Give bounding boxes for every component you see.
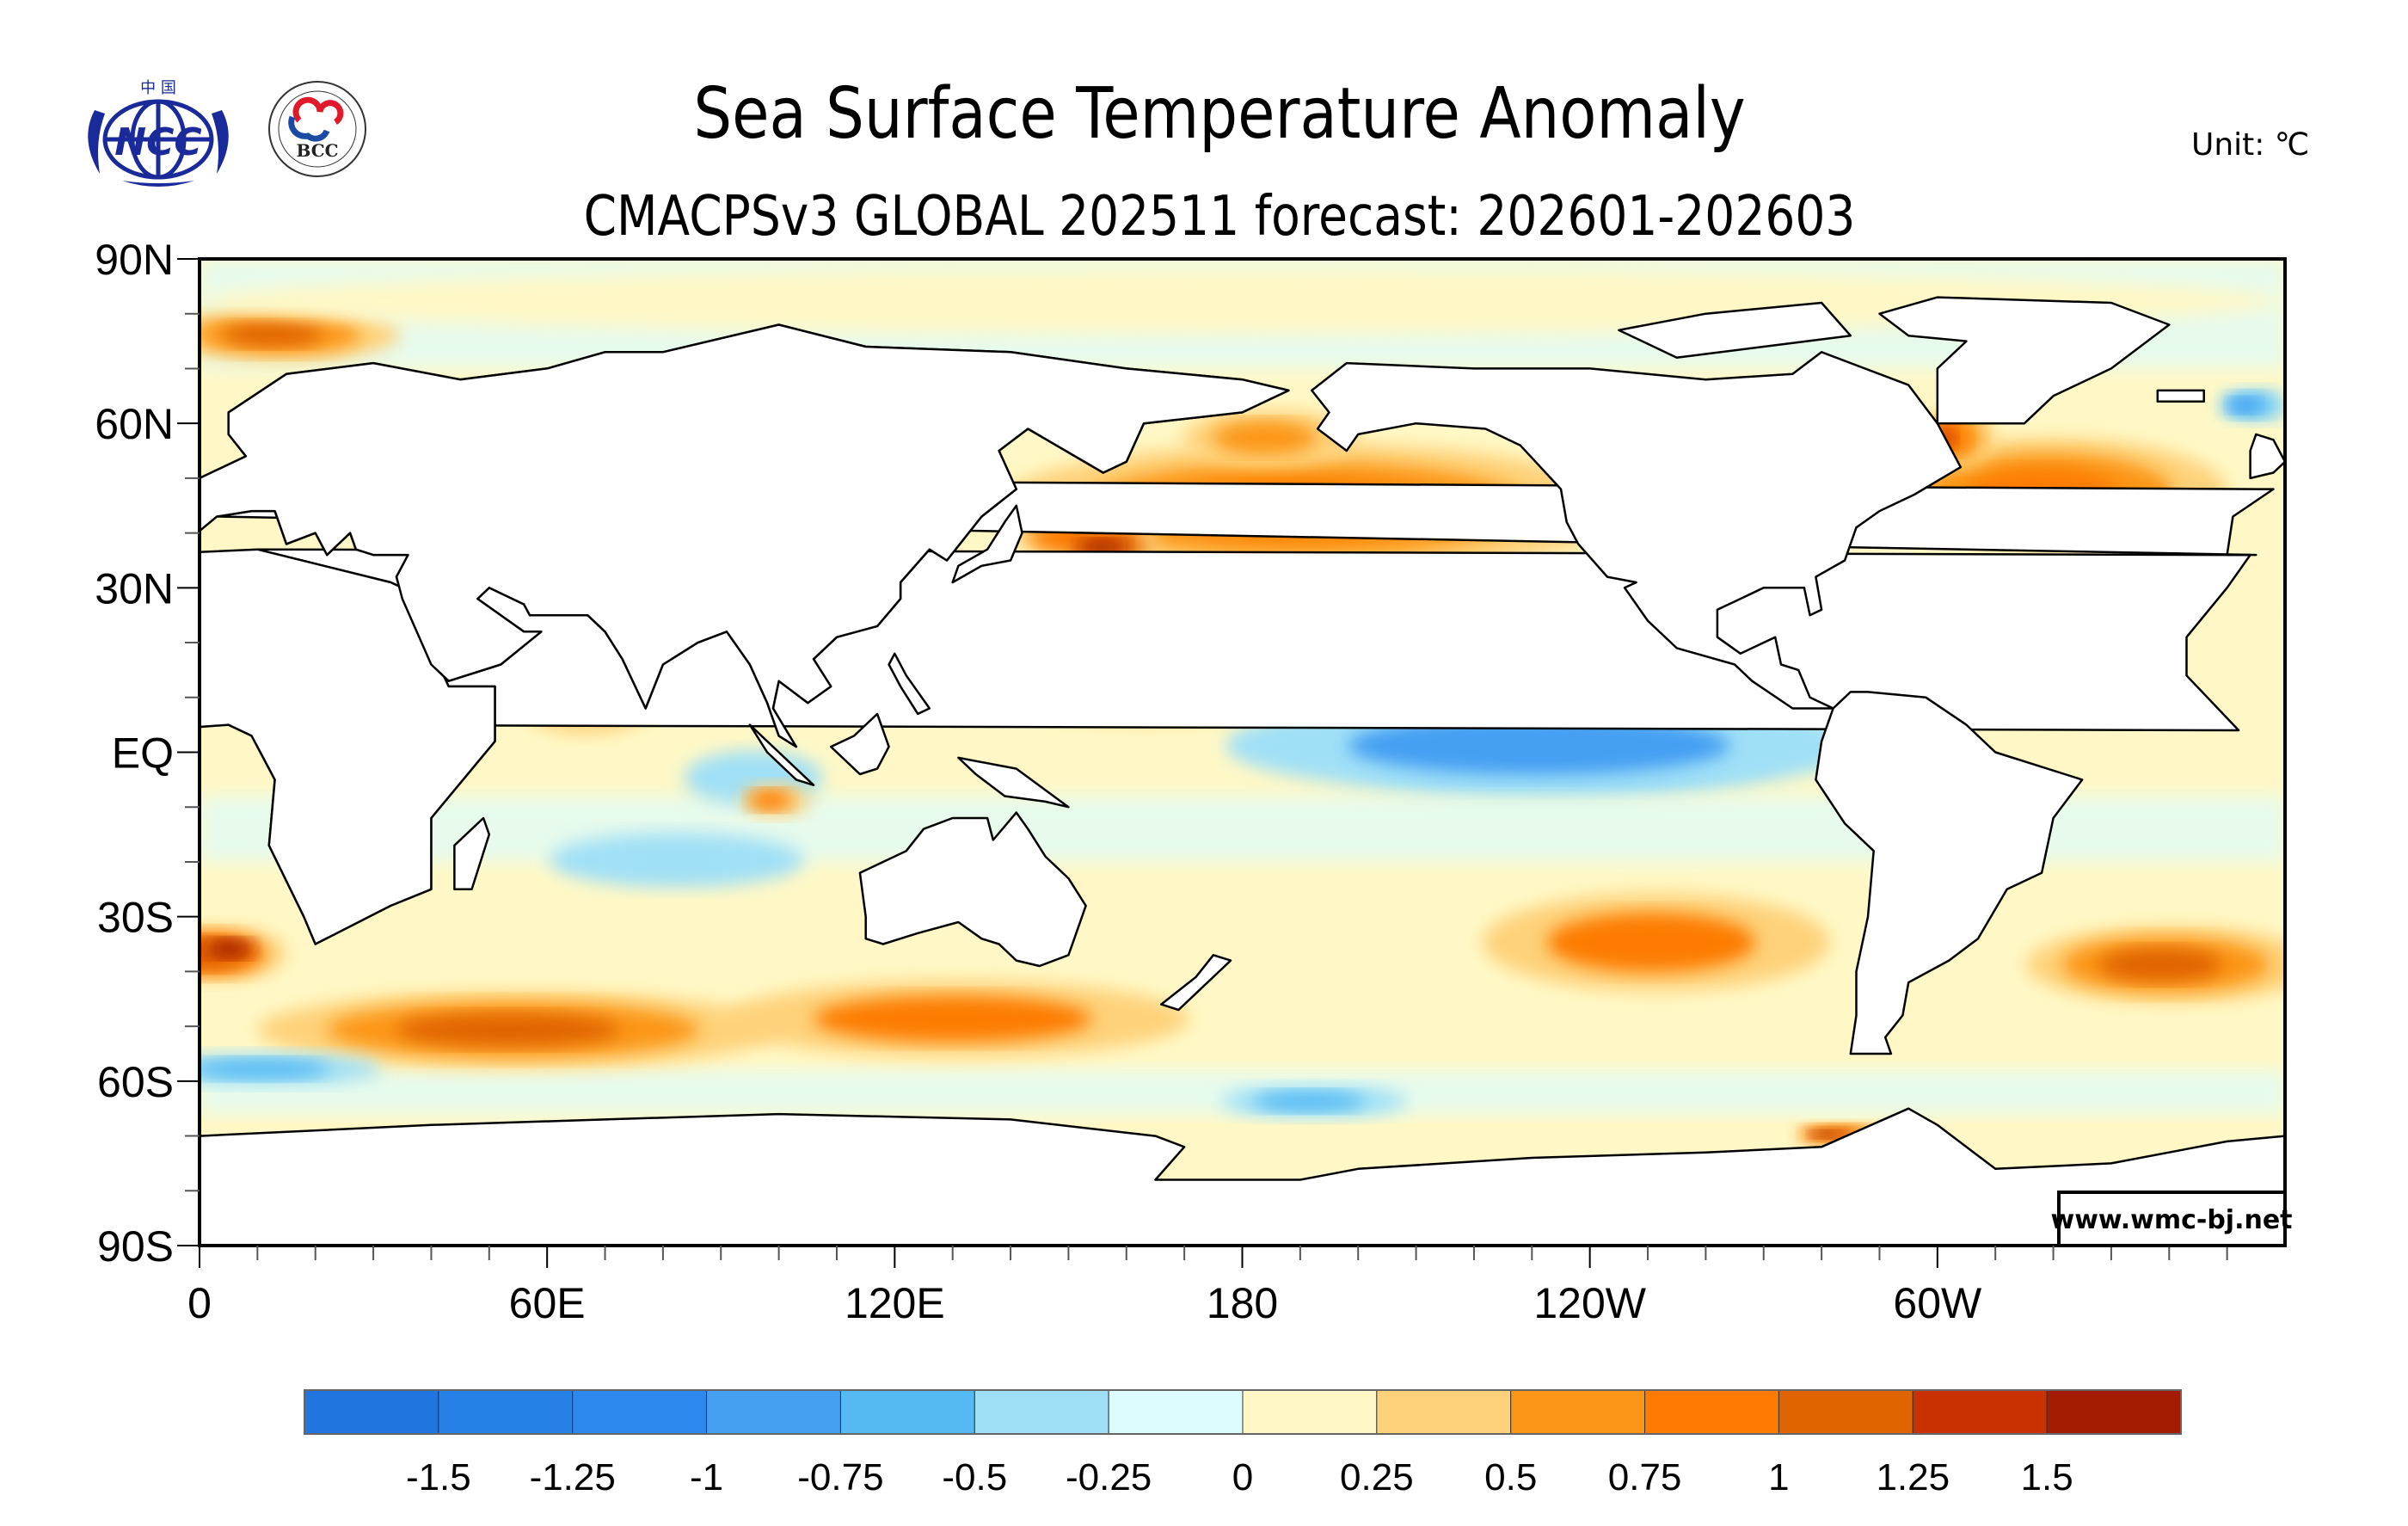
unit-label: Unit: ℃ (2191, 127, 2310, 163)
bcc-logo: BCC (268, 81, 366, 177)
colorbar-label: -1 (690, 1456, 723, 1498)
land-south-america (1815, 691, 2084, 1055)
colorbar-box (1778, 1389, 1914, 1435)
land-madagascar (453, 816, 491, 891)
southern-ocean-indian-warm (257, 991, 779, 1068)
colorbar-box (1912, 1389, 2048, 1435)
norwegian-sea-warm (200, 306, 399, 362)
colorbar-box (1108, 1389, 1244, 1435)
nordic-cold (2219, 388, 2285, 422)
land-australia (858, 811, 1087, 968)
land-sumatra (748, 723, 815, 786)
colorbar-box (1376, 1389, 1512, 1435)
land-new-guinea (957, 756, 1070, 809)
x-tick-label: 60E (509, 1279, 586, 1327)
chart-subtitle: CMACPSv3 GLOBAL 202511 forecast: 202601-… (583, 185, 1856, 249)
y-tick-label: 90S (97, 1222, 174, 1271)
colorbar-box (839, 1389, 975, 1435)
longitude-labels: 0 60E 120E 180 120W 60W (187, 1279, 1982, 1327)
colorbar-box (438, 1389, 574, 1435)
colorbar-label: 1.5 (2021, 1456, 2073, 1498)
colorbar-label: -1.5 (406, 1456, 471, 1498)
ncc-logo-top-text: 中 国 (140, 79, 176, 97)
southern-ocean-cold (200, 1052, 382, 1086)
amundsen-cold (1221, 1085, 1407, 1118)
latitude-labels: 90N 60N 30N EQ 30S 60S 90S (95, 236, 174, 1271)
y-tick-label: 30S (97, 894, 174, 942)
y-tick-label: 60S (97, 1058, 174, 1106)
colorbar-label: 0.25 (1340, 1456, 1414, 1498)
land-canadian-archipelago (1618, 301, 1852, 359)
colorbar-label: -0.5 (942, 1456, 1007, 1498)
south-pacific-warm (1482, 893, 1831, 992)
x-tick-label: 120E (845, 1279, 945, 1327)
x-tick-label: 60W (1893, 1279, 1982, 1327)
y-tick-label: EQ (112, 729, 174, 778)
y-tick-label: 60N (95, 400, 174, 448)
colorbar-label: 0.75 (1608, 1456, 1682, 1498)
axis-ticks (177, 258, 2228, 1268)
land-greenland (1878, 296, 2171, 425)
colorbar-label: -0.75 (797, 1456, 883, 1498)
colorbar-label: 0.5 (1484, 1456, 1537, 1498)
colorbar: -1.5 -1.25 -1 -0.75 -0.5 -0.25 0 0.25 0.5 0.75 1 1.… (304, 1389, 2182, 1498)
x-tick-label: 120W (1533, 1279, 1646, 1327)
south-indian-cold (549, 833, 805, 888)
colorbar-label: 1.25 (1876, 1456, 1950, 1498)
colorbar-frame (304, 1389, 2182, 1435)
land-iceland (2156, 389, 2205, 403)
colorbar-box (304, 1389, 439, 1435)
colorbar-box (1510, 1389, 1646, 1435)
colorbar-box (974, 1389, 1109, 1435)
colorbar-box (572, 1389, 708, 1435)
colorbar-label: 0 (1232, 1456, 1253, 1498)
land-philippines (888, 652, 931, 716)
x-tick-label: 0 (187, 1279, 212, 1327)
colorbar-box (706, 1389, 841, 1435)
land-europe-asia-wrap (200, 323, 1290, 748)
ncc-logo-text: NCC (114, 120, 201, 164)
land-north-america (1311, 351, 1963, 710)
colorbar-label: 1 (1768, 1456, 1789, 1498)
colorbar-box (1644, 1389, 1779, 1435)
chart-title: Sea Surface Temperature Anomaly (693, 73, 1746, 155)
bcc-logo-text: BCC (296, 140, 338, 161)
continents (200, 296, 2285, 1246)
y-tick-label: 30N (95, 564, 174, 612)
land-japan (951, 504, 1023, 584)
west-indian-warm (740, 784, 811, 817)
land-new-zealand (1159, 954, 1232, 1012)
colorbar-label: -1.25 (530, 1456, 616, 1498)
bering-sea-warm (1182, 410, 1357, 465)
credit-url: www.wmc-bj.net (2050, 1205, 2292, 1235)
land-borneo (829, 712, 890, 776)
colorbar-box (2046, 1389, 2182, 1435)
southern-ocean-warm-band (726, 980, 1190, 1057)
ncc-logo: NCC 中 国 (88, 79, 229, 187)
colorbar-label: -0.25 (1066, 1456, 1152, 1498)
y-tick-label: 90N (95, 236, 174, 284)
credit-box: www.wmc-bj.net (2050, 1191, 2293, 1247)
south-atlantic-warm (2025, 926, 2285, 1003)
land-antarctica (200, 1107, 2285, 1246)
colorbar-box (1242, 1389, 1378, 1435)
agulhas-warm (200, 926, 286, 981)
land-uk (2249, 433, 2285, 480)
x-tick-label: 180 (1207, 1279, 1278, 1327)
